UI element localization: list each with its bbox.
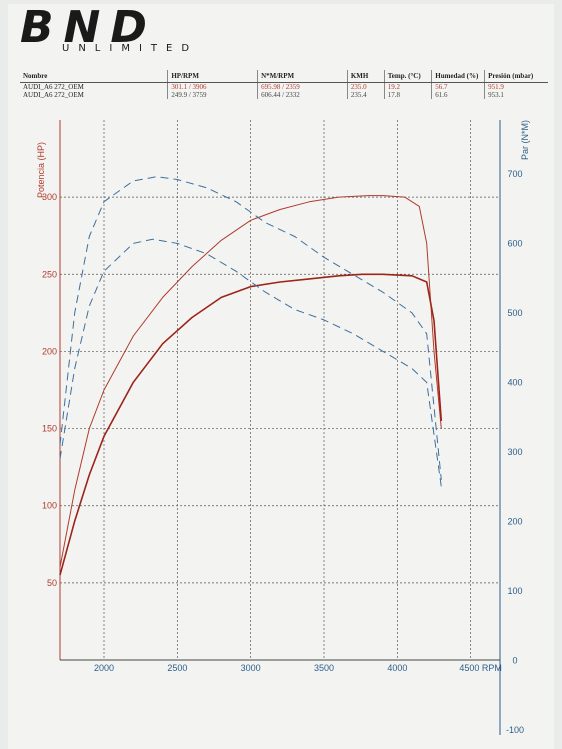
y-left-tick-label: 50: [47, 578, 57, 588]
table-header-row: Nombre HP/RPM N*M/RPM KMH Temp. (°C) Hum…: [20, 70, 548, 83]
table-cell: 235.0: [346, 82, 385, 91]
table-cell: 695.98 / 2359: [257, 82, 348, 91]
table-cell: 235.4: [346, 91, 385, 99]
col-header: Temp. (°C): [383, 70, 432, 83]
y-right-tick-label: -100: [506, 725, 524, 735]
y-right-axis-label: Par (N*M): [520, 120, 530, 160]
table-cell: 19.2: [383, 82, 432, 91]
x-tick-label: 4500 RPM: [459, 663, 502, 673]
x-tick-label: 2500: [167, 663, 187, 673]
table-cell: 56.7: [431, 82, 485, 91]
power-curve-1: [59, 273, 443, 576]
col-header: Nombre: [20, 70, 168, 83]
col-header: Humedad (%): [431, 70, 485, 83]
table-cell: AUDI_A6 272_OEM: [23, 83, 84, 91]
table-cell: 953.1: [484, 91, 548, 99]
table-cell: 606.44 / 2332: [257, 91, 348, 99]
runs-table: Nombre HP/RPM N*M/RPM KMH Temp. (°C) Hum…: [20, 70, 548, 99]
col-header: KMH: [346, 70, 385, 83]
y-left-tick-label: 250: [42, 269, 57, 279]
y-left-tick-label: 150: [42, 424, 57, 434]
y-left-tick-label: 100: [42, 501, 57, 511]
bnd-logo: BND UNLIMITED: [20, 6, 320, 62]
table-cell: 249.9 / 3759: [167, 91, 258, 99]
y-left-tick-label: 200: [42, 346, 57, 356]
table-cell: 301.1 / 3906: [167, 82, 258, 91]
logo-wordmark: BND: [20, 2, 157, 53]
table-cell: 17.8: [383, 91, 432, 99]
table-row: AUDI_A6 272_OEM 301.1 / 3906 695.98 / 23…: [20, 82, 548, 91]
x-tick-label: 3000: [241, 663, 261, 673]
logo-subtitle: UNLIMITED: [62, 43, 199, 54]
x-tick-label: 3500: [314, 663, 334, 673]
y-left-axis-label: Potencia (HP): [36, 142, 46, 198]
dyno-sheet: [8, 4, 554, 749]
y-right-tick-label: 500: [507, 308, 522, 318]
y-right-tick-label: 400: [507, 377, 522, 387]
y-right-tick-label: 600: [507, 238, 522, 248]
table-cell: 61.6: [431, 91, 485, 99]
x-tick-label: 4000: [387, 663, 407, 673]
torque-curve-2: [59, 176, 442, 480]
y-right-tick-label: 700: [507, 169, 522, 179]
y-right-tick-label: 300: [507, 447, 522, 457]
table-row: AUDI_A6 272_OEM 249.9 / 3759 606.44 / 23…: [20, 91, 548, 99]
y-left-tick-label: 300: [42, 192, 57, 202]
table-cell: 951.9: [484, 82, 548, 91]
table-cell: AUDI_A6 272_OEM: [23, 91, 84, 99]
x-tick-label: 2000: [94, 663, 114, 673]
y-right-tick-label: 200: [507, 516, 522, 526]
torque-curve-3: [59, 238, 442, 487]
y-right-tick-label: 100: [507, 586, 522, 596]
y-right-tick-label: 0: [512, 655, 517, 665]
col-header: HP/RPM: [167, 70, 258, 83]
col-header: N*M/RPM: [257, 70, 348, 83]
power-curve-0: [59, 195, 442, 568]
col-header: Presión (mbar): [484, 70, 548, 83]
